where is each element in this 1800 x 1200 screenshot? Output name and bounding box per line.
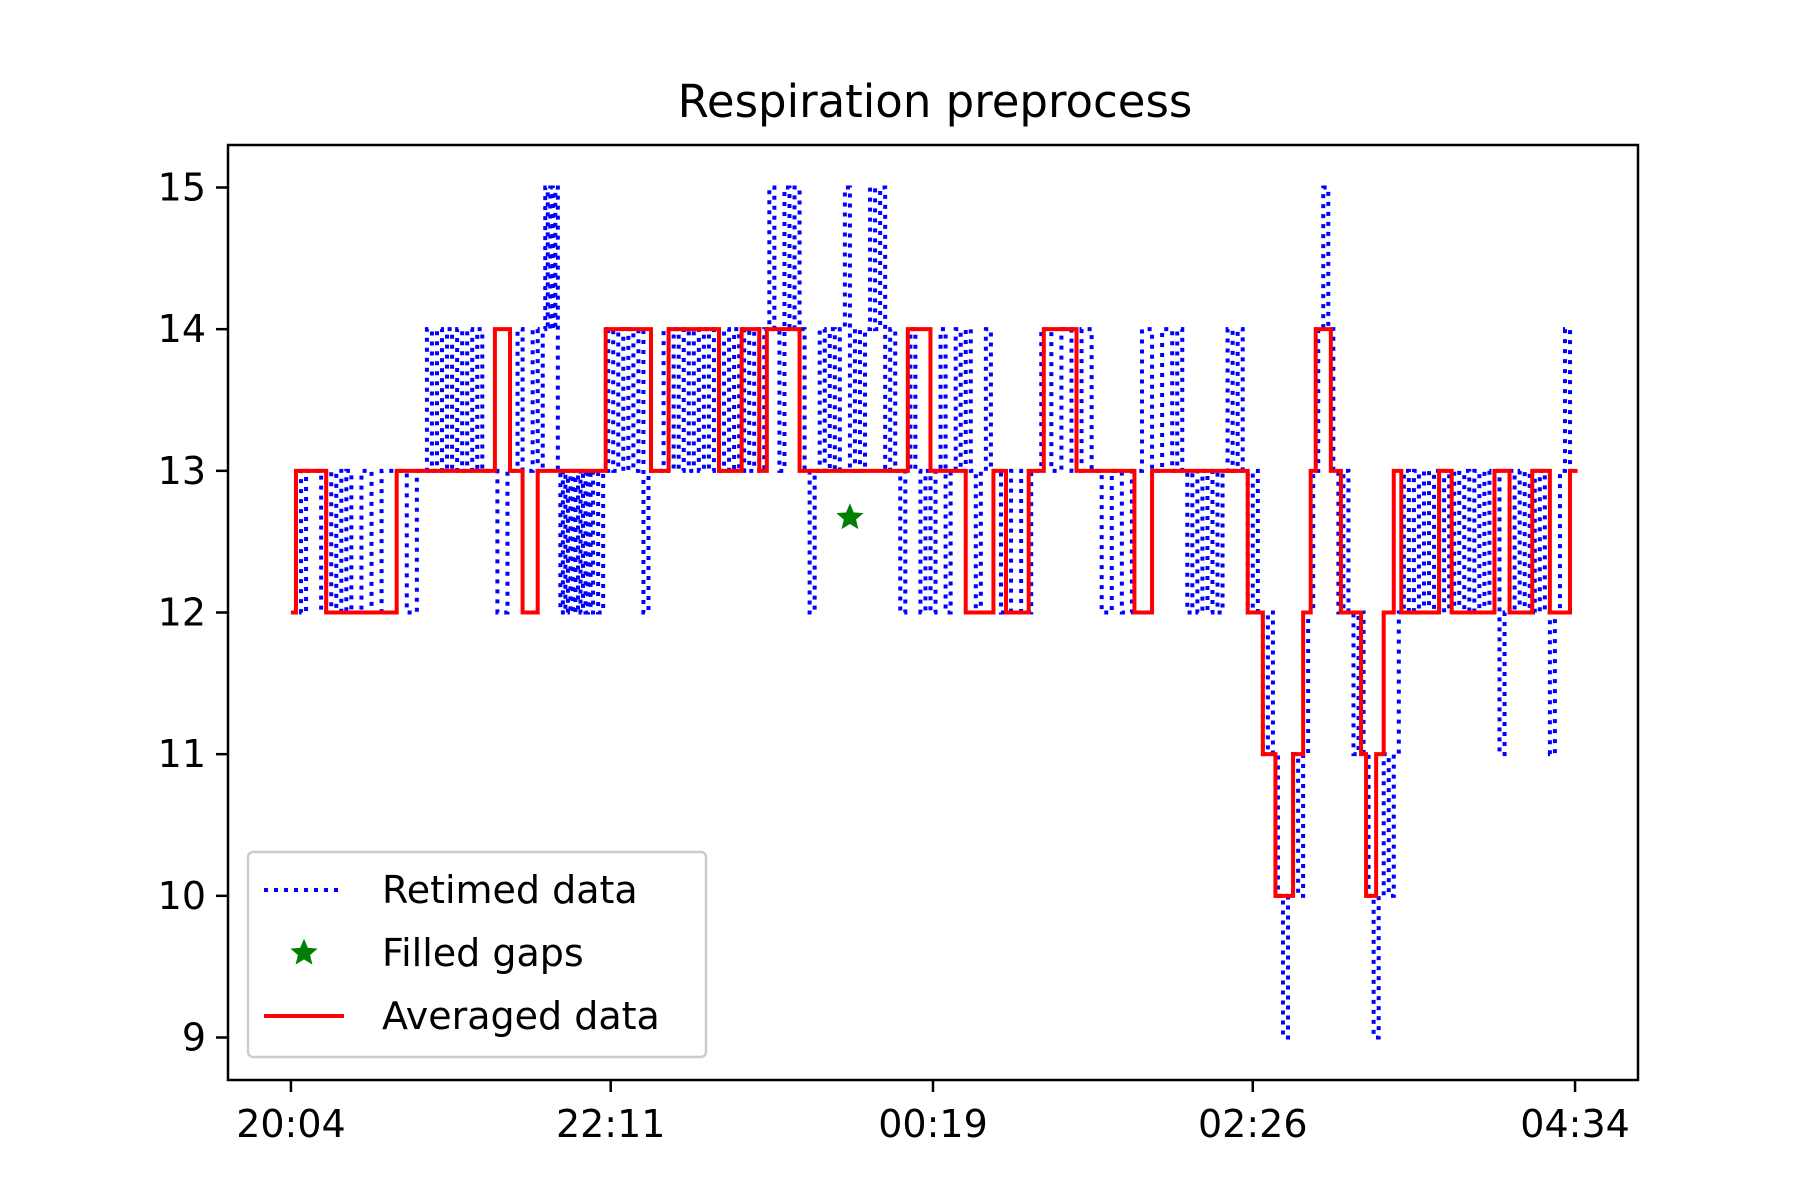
legend-label: Retimed data: [382, 868, 638, 912]
plot-area: [290, 185, 1578, 1040]
legend-label: Filled gaps: [382, 931, 584, 975]
y-tick-label: 15: [158, 166, 206, 210]
y-tick-label: 14: [158, 307, 206, 351]
y-tick-label: 10: [158, 874, 206, 918]
x-tick-label: 20:04: [236, 1102, 346, 1146]
chart-title: Respiration preprocess: [678, 75, 1193, 128]
plot-series: [290, 185, 1578, 1040]
legend-filled-swatch: [290, 938, 318, 965]
legend-label: Averaged data: [382, 994, 660, 1038]
y-tick-label: 11: [158, 732, 206, 776]
axes: 9 10 11 12 13 14 15 20:04 22:11 00:19 02:26 04:34: [158, 143, 1640, 1146]
series-filled-gap-point: [836, 503, 864, 530]
series-averaged-line: [290, 327, 1578, 898]
x-tick-label: 00:19: [878, 1102, 988, 1146]
x-tick-label: 04:34: [1520, 1102, 1630, 1146]
x-tick-label: 02:26: [1198, 1102, 1308, 1146]
x-tick-label: 22:11: [556, 1102, 666, 1146]
y-tick-label: 9: [182, 1016, 206, 1060]
legend-box: [246, 850, 708, 1059]
legend: Retimed data Filled gaps Averaged data: [246, 850, 708, 1059]
y-tick-label: 12: [158, 591, 206, 635]
y-tick-label: 13: [158, 449, 206, 493]
